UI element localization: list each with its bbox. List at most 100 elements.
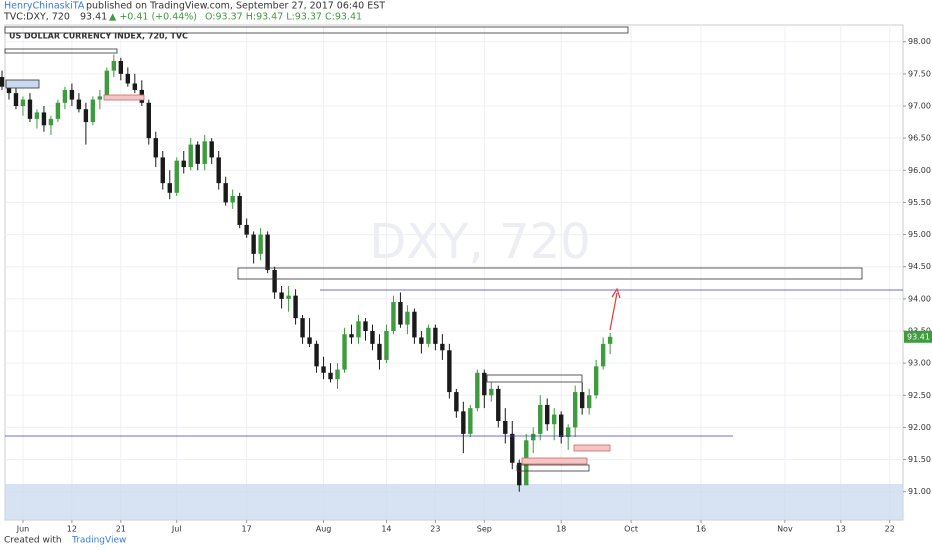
x-tick-label: 22	[885, 525, 895, 534]
candle-body	[6, 86, 12, 94]
candle-body	[34, 112, 40, 119]
y-tick-label: 96.50	[908, 134, 931, 143]
x-tick-label: Sep	[477, 525, 492, 534]
x-tick-label: Aug	[316, 525, 332, 534]
candle-body	[181, 160, 186, 168]
candle-body	[454, 392, 459, 412]
footer-brand: TradingView	[71, 536, 126, 546]
candle-body	[503, 421, 508, 434]
candle-body	[104, 70, 110, 97]
candle-body	[545, 404, 550, 425]
candle-body	[76, 99, 82, 110]
candle-body	[160, 157, 165, 184]
x-tick-label: Jul	[171, 525, 182, 534]
candle-body	[27, 99, 33, 119]
candle-body	[426, 327, 431, 344]
candle-body	[440, 343, 445, 351]
x-tick-label: 18	[556, 525, 566, 534]
candle-body	[48, 118, 54, 126]
x-tick-label: Nov	[777, 525, 793, 534]
candle-body	[607, 336, 613, 344]
zone-box	[5, 79, 40, 89]
symbol: TVC:DXY, 720	[3, 12, 70, 23]
candle-body	[586, 395, 592, 409]
candle-body	[496, 388, 501, 421]
zone-box	[4, 48, 118, 54]
footer-created: Created with	[4, 536, 62, 546]
candle-body	[41, 112, 47, 126]
candle-body	[377, 343, 382, 360]
x-tick-label: 16	[696, 525, 706, 534]
candle-body	[510, 433, 515, 463]
x-tick-label: 14	[381, 525, 391, 534]
published: published on TradingView.com, September …	[86, 1, 385, 12]
drawings	[4, 26, 903, 472]
y-tick-label: 95.00	[908, 230, 931, 239]
candle-body	[321, 366, 326, 373]
y-tick-label: 91.50	[908, 455, 931, 464]
candle-body	[391, 302, 396, 331]
candle-body	[265, 234, 270, 270]
zone-box	[516, 464, 590, 472]
y-tick-label: 97.50	[908, 69, 931, 78]
candle-body	[572, 392, 578, 428]
candle-body	[300, 318, 305, 338]
candle-body	[13, 93, 19, 106]
candle-body	[258, 234, 263, 254]
candle-body	[174, 160, 179, 193]
y-tick-label: 95.50	[908, 198, 931, 207]
candle-body	[356, 321, 361, 338]
candle-body	[349, 334, 354, 338]
y-tick-label: 92.50	[908, 391, 931, 400]
candle-body	[565, 427, 571, 438]
arrow-head	[611, 287, 621, 299]
candle-body	[146, 102, 151, 139]
candle-body	[293, 295, 298, 319]
candle-body	[314, 343, 319, 367]
candle-body	[195, 144, 200, 164]
chart-title: US DOLLAR CURRENCY INDEX, 720, TVC	[9, 32, 188, 41]
candle-body	[398, 302, 403, 325]
y-tick-label: 92.00	[908, 423, 931, 432]
candle-body	[202, 141, 207, 164]
author: HenryChinaskiTA	[4, 1, 85, 12]
axes: 91.0091.5092.0092.5093.0093.5094.0094.50…	[9, 32, 932, 534]
arrow	[609, 292, 618, 331]
candle-body	[363, 321, 368, 331]
candle-body	[20, 99, 26, 106]
candle-body	[370, 331, 375, 344]
zone-box	[486, 374, 583, 383]
candle-body	[552, 414, 557, 425]
candle-body	[90, 99, 96, 123]
candle-body	[125, 73, 131, 84]
candle-body	[97, 96, 103, 100]
y-tick-label: 94.00	[908, 294, 931, 303]
x-tick-label: 21	[116, 525, 126, 534]
candle-body	[251, 234, 256, 254]
candle-body	[230, 196, 235, 203]
candle-body	[433, 327, 438, 344]
candle-body	[419, 337, 424, 344]
candle-body	[461, 411, 466, 434]
candle-body	[132, 83, 138, 90]
y-tick-label: 96.00	[908, 166, 931, 175]
price-label: 93.41	[907, 332, 930, 341]
candle-body	[328, 372, 333, 380]
resistance-box	[237, 267, 863, 280]
candle-body	[216, 157, 221, 184]
candle-body	[482, 372, 487, 396]
x-tick-label: 12	[67, 525, 77, 534]
candle-body	[118, 61, 124, 74]
candle-body	[167, 183, 172, 193]
candle-body	[83, 109, 89, 123]
candle-body	[468, 408, 473, 434]
x-tick-label: 13	[836, 525, 846, 534]
last: 93.41	[80, 12, 107, 23]
x-tick-label: 23	[430, 525, 440, 534]
candle-body	[237, 196, 242, 225]
candle-body	[475, 372, 480, 409]
candle-body	[153, 138, 158, 158]
watermark: DXY, 720	[369, 214, 590, 270]
